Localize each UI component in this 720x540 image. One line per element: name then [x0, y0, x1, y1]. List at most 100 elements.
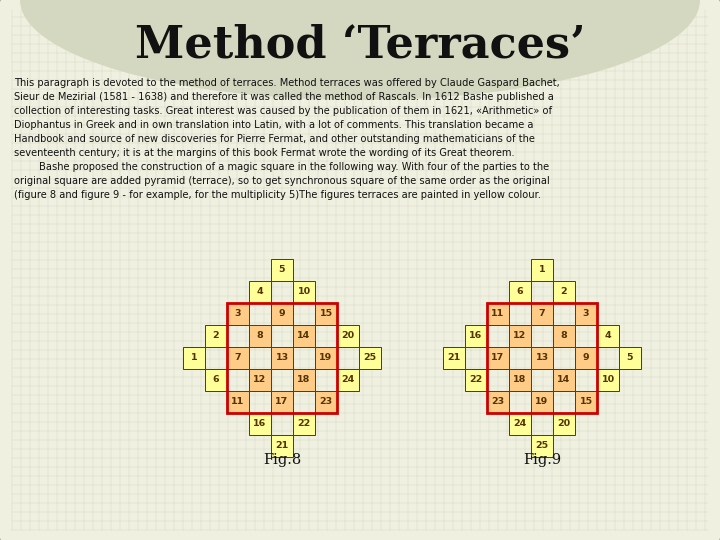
Text: 19: 19 [320, 354, 333, 362]
Text: 1: 1 [191, 354, 197, 362]
Text: 19: 19 [536, 397, 549, 407]
Text: 11: 11 [231, 397, 245, 407]
Text: 2: 2 [212, 332, 220, 341]
Bar [315, 303, 337, 325]
Bar [575, 391, 597, 413]
Text: Diophantus in Greek and in own translation into Latin, with a lot of comments. T: Diophantus in Greek and in own translati… [14, 120, 534, 130]
Bar [443, 347, 465, 369]
Bar [271, 303, 293, 325]
Bar [597, 369, 619, 391]
Bar [293, 413, 315, 435]
Bar [575, 347, 597, 369]
Text: Bashe proposed the construction of a magic square in the following way. With fou: Bashe proposed the construction of a mag… [14, 162, 549, 172]
Text: original square are added pyramid (terrace), so to get synchronous square of the: original square are added pyramid (terra… [14, 176, 550, 186]
Bar [487, 391, 509, 413]
Bar [465, 325, 487, 347]
Bar [271, 259, 293, 281]
Bar [293, 369, 315, 391]
Text: 12: 12 [253, 375, 266, 384]
Text: 25: 25 [364, 354, 377, 362]
Text: 9: 9 [582, 354, 589, 362]
Text: 16: 16 [469, 332, 482, 341]
Bar [553, 325, 575, 347]
Text: 15: 15 [320, 309, 333, 319]
Text: 22: 22 [297, 420, 310, 429]
Bar [337, 325, 359, 347]
Bar [553, 281, 575, 303]
Text: 14: 14 [297, 332, 310, 341]
Text: 1: 1 [539, 266, 545, 274]
Bar [183, 347, 205, 369]
Text: 16: 16 [253, 420, 266, 429]
Bar [227, 391, 249, 413]
Bar [249, 413, 271, 435]
Bar [271, 435, 293, 457]
Bar [487, 303, 597, 413]
Text: 5: 5 [279, 266, 285, 274]
Bar [293, 281, 315, 303]
Bar [227, 347, 249, 369]
Text: 24: 24 [513, 420, 526, 429]
Bar [205, 369, 227, 391]
Text: collection of interesting tasks. Great interest was caused by the publication of: collection of interesting tasks. Great i… [14, 106, 552, 116]
Bar [509, 281, 531, 303]
Bar [531, 347, 553, 369]
Bar [227, 303, 249, 325]
Text: 13: 13 [536, 354, 549, 362]
Bar [359, 347, 381, 369]
Text: 21: 21 [447, 354, 461, 362]
Text: 25: 25 [536, 442, 549, 450]
Text: 7: 7 [235, 354, 241, 362]
Text: 10: 10 [601, 375, 615, 384]
Bar [509, 325, 531, 347]
Text: Fig.9: Fig.9 [523, 453, 561, 467]
Text: 4: 4 [605, 332, 611, 341]
Bar [271, 391, 293, 413]
Bar [227, 303, 337, 413]
Text: 5: 5 [626, 354, 634, 362]
Text: (figure 8 and figure 9 - for example, for the multiplicity 5)The figures terrace: (figure 8 and figure 9 - for example, fo… [14, 190, 541, 200]
Text: 8: 8 [256, 332, 264, 341]
Text: seventeenth century; it is at the margins of this book Fermat wrote the wording : seventeenth century; it is at the margin… [14, 148, 515, 158]
Text: 17: 17 [275, 397, 289, 407]
Text: 20: 20 [557, 420, 570, 429]
Text: 12: 12 [513, 332, 526, 341]
Bar [619, 347, 641, 369]
Text: 23: 23 [320, 397, 333, 407]
Text: 6: 6 [212, 375, 220, 384]
Bar [509, 369, 531, 391]
Bar [337, 369, 359, 391]
Text: 7: 7 [539, 309, 545, 319]
Text: 3: 3 [235, 309, 241, 319]
Text: 18: 18 [297, 375, 311, 384]
Bar [249, 281, 271, 303]
Text: 3: 3 [582, 309, 589, 319]
Bar [487, 347, 509, 369]
Bar [531, 435, 553, 457]
Text: 14: 14 [557, 375, 571, 384]
Bar [531, 391, 553, 413]
Text: 4: 4 [257, 287, 264, 296]
Text: 11: 11 [491, 309, 505, 319]
Text: 13: 13 [276, 354, 289, 362]
Bar [293, 325, 315, 347]
Text: 8: 8 [561, 332, 567, 341]
Text: Method ‘Terraces’: Method ‘Terraces’ [135, 24, 585, 66]
Bar [597, 325, 619, 347]
Bar [249, 369, 271, 391]
Bar [315, 347, 337, 369]
Bar [249, 325, 271, 347]
Text: Fig.8: Fig.8 [263, 453, 301, 467]
Bar [271, 347, 293, 369]
Text: 9: 9 [279, 309, 285, 319]
Bar [575, 303, 597, 325]
Text: 22: 22 [469, 375, 482, 384]
Text: 24: 24 [341, 375, 355, 384]
Text: Handbook and source of new discoveries for Pierre Fermat, and other outstanding : Handbook and source of new discoveries f… [14, 134, 535, 144]
Text: 2: 2 [561, 287, 567, 296]
Bar [553, 413, 575, 435]
Text: Sieur de Mezirial (1581 - 1638) and therefore it was called the method of Rascal: Sieur de Mezirial (1581 - 1638) and ther… [14, 92, 554, 102]
Bar [553, 369, 575, 391]
Text: 18: 18 [513, 375, 527, 384]
Bar [487, 303, 509, 325]
